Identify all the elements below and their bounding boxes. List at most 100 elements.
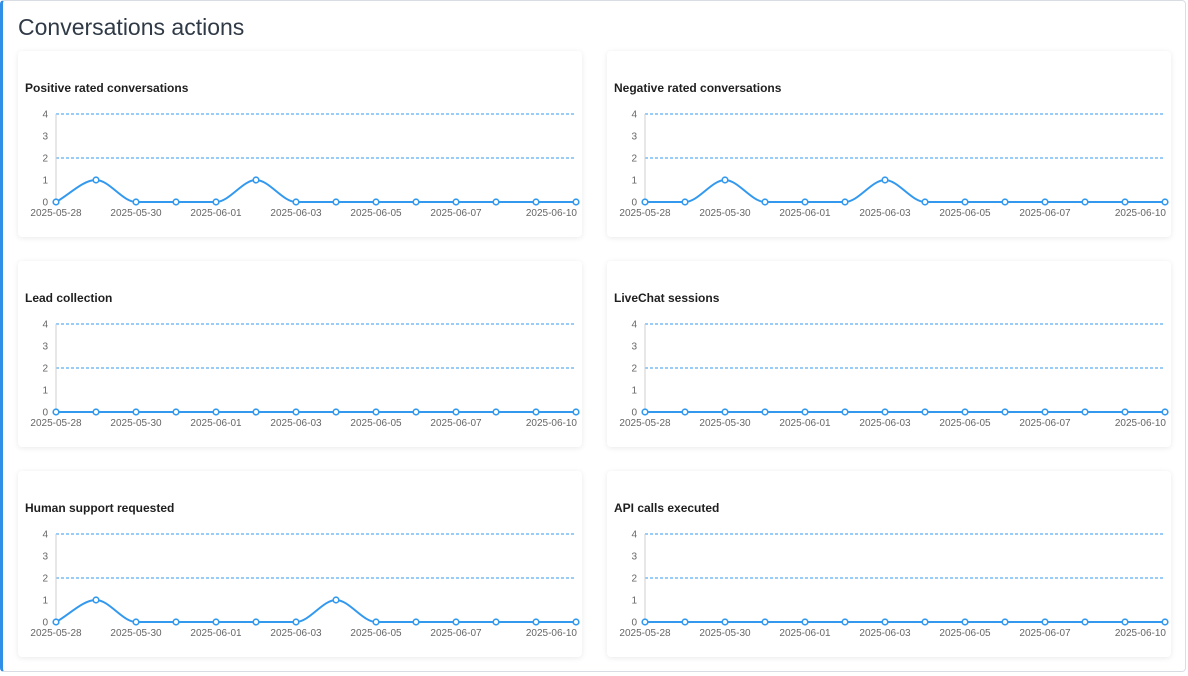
data-point[interactable] xyxy=(372,408,380,416)
data-point[interactable] xyxy=(532,618,540,626)
data-point[interactable] xyxy=(681,618,689,626)
data-point[interactable] xyxy=(841,408,849,416)
x-tick-label: 2025-06-01 xyxy=(190,418,242,429)
chart-title: Negative rated conversations xyxy=(614,81,782,95)
data-point[interactable] xyxy=(92,596,100,604)
data-point[interactable] xyxy=(921,618,929,626)
data-point[interactable] xyxy=(721,408,729,416)
data-point[interactable] xyxy=(412,198,420,206)
data-point[interactable] xyxy=(492,618,500,626)
data-point[interactable] xyxy=(1161,198,1169,206)
data-point[interactable] xyxy=(292,618,300,626)
data-point[interactable] xyxy=(801,408,809,416)
data-point[interactable] xyxy=(961,198,969,206)
data-point[interactable] xyxy=(1001,618,1009,626)
data-point[interactable] xyxy=(1041,618,1049,626)
data-point[interactable] xyxy=(761,618,769,626)
data-point[interactable] xyxy=(961,618,969,626)
data-point[interactable] xyxy=(921,198,929,206)
data-point[interactable] xyxy=(1001,408,1009,416)
series-line xyxy=(55,598,576,623)
x-tick-label: 2025-05-28 xyxy=(30,628,82,639)
data-point[interactable] xyxy=(452,618,460,626)
data-point[interactable] xyxy=(572,618,580,626)
data-point[interactable] xyxy=(721,176,729,184)
data-point[interactable] xyxy=(761,198,769,206)
data-point[interactable] xyxy=(412,408,420,416)
data-point[interactable] xyxy=(92,408,100,416)
data-point[interactable] xyxy=(532,198,540,206)
data-point[interactable] xyxy=(172,408,180,416)
data-point[interactable] xyxy=(572,408,580,416)
data-point[interactable] xyxy=(641,618,649,626)
data-point[interactable] xyxy=(1081,408,1089,416)
data-point[interactable] xyxy=(1081,618,1089,626)
data-point[interactable] xyxy=(1161,618,1169,626)
x-tick-label: 2025-06-01 xyxy=(190,628,242,639)
data-point[interactable] xyxy=(132,198,140,206)
data-point[interactable] xyxy=(172,198,180,206)
data-point[interactable] xyxy=(532,408,540,416)
x-tick-label: 2025-06-01 xyxy=(779,418,831,429)
data-point[interactable] xyxy=(52,198,60,206)
data-point[interactable] xyxy=(332,198,340,206)
x-tick-label: 2025-06-05 xyxy=(350,628,402,639)
data-point[interactable] xyxy=(841,618,849,626)
data-point[interactable] xyxy=(372,618,380,626)
data-point[interactable] xyxy=(212,198,220,206)
data-point[interactable] xyxy=(961,408,969,416)
data-point[interactable] xyxy=(1121,618,1129,626)
data-point[interactable] xyxy=(332,596,340,604)
data-point[interactable] xyxy=(641,408,649,416)
y-tick-label: 4 xyxy=(631,530,637,541)
x-tick-label: 2025-05-30 xyxy=(699,418,751,429)
data-point[interactable] xyxy=(1041,198,1049,206)
data-point[interactable] xyxy=(572,198,580,206)
data-point[interactable] xyxy=(721,618,729,626)
chart-title: Positive rated conversations xyxy=(25,81,189,95)
data-point[interactable] xyxy=(412,618,420,626)
data-point[interactable] xyxy=(921,408,929,416)
data-point[interactable] xyxy=(681,408,689,416)
data-point[interactable] xyxy=(212,408,220,416)
data-point[interactable] xyxy=(332,408,340,416)
data-point[interactable] xyxy=(132,408,140,416)
data-point[interactable] xyxy=(132,618,140,626)
data-point[interactable] xyxy=(801,198,809,206)
data-point[interactable] xyxy=(92,176,100,184)
data-point[interactable] xyxy=(801,618,809,626)
chart-card-human-support: Human support requested 0 1 2 3 4 2025-05-28 2… xyxy=(18,471,582,657)
x-tick-label: 2025-06-10 xyxy=(526,208,578,219)
data-point[interactable] xyxy=(1121,198,1129,206)
data-point[interactable] xyxy=(1161,408,1169,416)
data-point[interactable] xyxy=(452,408,460,416)
data-point[interactable] xyxy=(252,176,260,184)
x-tick-label: 2025-06-03 xyxy=(270,418,322,429)
data-point[interactable] xyxy=(1081,198,1089,206)
data-point[interactable] xyxy=(492,408,500,416)
data-point[interactable] xyxy=(881,176,889,184)
data-point[interactable] xyxy=(492,198,500,206)
data-point[interactable] xyxy=(252,408,260,416)
data-point[interactable] xyxy=(1001,198,1009,206)
x-tick-label: 2025-06-05 xyxy=(350,208,402,219)
data-point[interactable] xyxy=(881,618,889,626)
x-tick-label: 2025-06-03 xyxy=(859,208,911,219)
data-point[interactable] xyxy=(292,198,300,206)
data-point[interactable] xyxy=(452,198,460,206)
data-point[interactable] xyxy=(52,408,60,416)
data-point[interactable] xyxy=(881,408,889,416)
data-point[interactable] xyxy=(252,618,260,626)
data-point[interactable] xyxy=(761,408,769,416)
data-point[interactable] xyxy=(292,408,300,416)
x-tick-label: 2025-06-03 xyxy=(859,628,911,639)
data-point[interactable] xyxy=(172,618,180,626)
data-point[interactable] xyxy=(841,198,849,206)
data-point[interactable] xyxy=(212,618,220,626)
data-point[interactable] xyxy=(681,198,689,206)
data-point[interactable] xyxy=(1121,408,1129,416)
data-point[interactable] xyxy=(641,198,649,206)
data-point[interactable] xyxy=(372,198,380,206)
data-point[interactable] xyxy=(1041,408,1049,416)
data-point[interactable] xyxy=(52,618,60,626)
